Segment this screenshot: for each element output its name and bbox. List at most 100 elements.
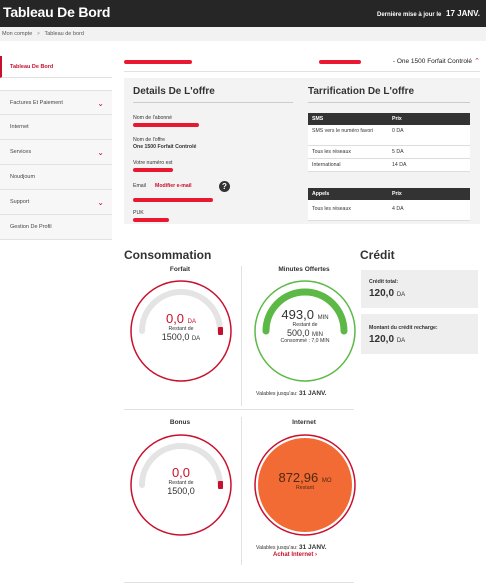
internet-unit: MO bbox=[321, 478, 332, 484]
breadcrumb-dashboard: Tableau de bord bbox=[44, 31, 84, 37]
table-header: SMS Prix bbox=[308, 113, 470, 125]
redacted-puk bbox=[133, 218, 169, 222]
sidebar-item-support[interactable]: Support ⌄ bbox=[0, 190, 112, 215]
forfait-remaining-label: Restant de bbox=[168, 326, 194, 332]
internet-readout: 872,96 MO Restant bbox=[252, 470, 358, 491]
buy-internet-label: Achat Internet bbox=[273, 552, 314, 558]
last-update-label: Dernière mise à jour le bbox=[377, 12, 442, 18]
recharge-credit-unit: DA bbox=[396, 338, 406, 344]
internet-validity: Valables jusqu'au: 31 JANV. bbox=[256, 544, 327, 551]
buy-internet-link[interactable]: Achat Internet › bbox=[273, 552, 317, 558]
minutes-validity: Valables jusqu'au: 31 JANV. bbox=[256, 390, 327, 397]
validity-label: Valables jusqu'au: bbox=[256, 391, 298, 397]
row-price: 0 DA bbox=[392, 128, 404, 134]
forfait-remaining-unit: DA bbox=[191, 336, 201, 342]
bonus-readout: 0,0 Restant de 1500,0 bbox=[128, 465, 234, 496]
minutes-remaining-label: Restant de bbox=[292, 322, 318, 328]
sidebar-item-noudjoum[interactable]: Noudjoum bbox=[0, 165, 112, 190]
sidebar-item-internet[interactable]: Internet bbox=[0, 115, 112, 140]
bonus-remaining-value: 1500,0 bbox=[167, 486, 195, 496]
redacted-account-name bbox=[124, 60, 192, 64]
help-icon[interactable]: ? bbox=[219, 181, 230, 192]
total-credit-unit: DA bbox=[396, 292, 406, 298]
redacted-email bbox=[133, 198, 213, 202]
divider bbox=[241, 266, 242, 406]
chevron-down-icon: ⌄ bbox=[97, 99, 104, 108]
sidebar-item-dashboard[interactable]: Tableau De Bord bbox=[0, 56, 112, 78]
credit-title: Crédit bbox=[360, 248, 395, 262]
breadcrumb-my-account[interactable]: Mon compte bbox=[2, 31, 33, 37]
divider bbox=[133, 102, 293, 103]
chevron-right-icon: › bbox=[315, 552, 318, 558]
internet-title: Internet bbox=[292, 419, 316, 426]
account-plan: - One 1500 Forfait Controlé bbox=[392, 58, 472, 65]
sms-pricing-table: SMS Prix SMS vers le numéro favori 0 DA … bbox=[308, 113, 470, 172]
puk-label: PUK bbox=[133, 210, 144, 216]
row-label: Tous les réseaux bbox=[312, 149, 351, 155]
total-credit-box: Crédit total: 120,0 DA bbox=[361, 270, 478, 308]
edit-email-link[interactable]: Modifier e-mail bbox=[155, 183, 192, 189]
last-update-date: 17 JANV. bbox=[446, 9, 480, 18]
chevron-up-icon[interactable]: ⌃ bbox=[474, 58, 480, 65]
email-label: Email bbox=[133, 183, 146, 189]
top-bar: Tableau De Bord Dernière mise à jour le … bbox=[0, 0, 486, 27]
validity-label: Valables jusqu'au: bbox=[256, 545, 298, 551]
forfait-unit: DA bbox=[187, 319, 197, 325]
redacted-subscriber-name bbox=[133, 123, 199, 127]
calls-pricing-table: Appels Prix Tous les réseaux 4 DA bbox=[308, 188, 470, 221]
offer-details-panel: Details De L'offre Nom de l'abonné Nom d… bbox=[124, 78, 480, 224]
minutes-title: Minutes Offertes bbox=[278, 266, 330, 273]
offer-name-value: One 1500 Forfait Controlé bbox=[133, 144, 197, 150]
internet-value: 872,96 bbox=[278, 470, 319, 485]
offer-name-label: Nom de l'offre bbox=[133, 137, 166, 143]
internet-gauge bbox=[254, 434, 356, 536]
subscriber-name-label: Nom de l'abonné bbox=[133, 115, 173, 121]
bonus-title: Bonus bbox=[169, 419, 191, 426]
table-row: Tous les réseaux 5 DA bbox=[308, 146, 470, 159]
redacted-number bbox=[319, 60, 361, 64]
minutes-unit: MIN bbox=[317, 315, 329, 321]
table-row: Tous les réseaux 4 DA bbox=[308, 200, 470, 221]
column-header-calls: Appels bbox=[312, 191, 330, 197]
validity-date: 31 JANV. bbox=[299, 544, 327, 551]
forfait-gauge bbox=[130, 280, 232, 382]
minutes-remaining-value: 500,0 bbox=[286, 328, 310, 338]
offer-details-title: Details De L'offre bbox=[133, 86, 215, 97]
total-credit-value: 120,0 bbox=[369, 288, 395, 299]
breadcrumb: Mon compte > Tableau de bord bbox=[0, 27, 486, 41]
sidebar-item-services[interactable]: Services ⌄ bbox=[0, 140, 112, 165]
forfait-title: Forfait bbox=[169, 266, 191, 273]
chevron-down-icon: ⌄ bbox=[97, 198, 104, 207]
divider bbox=[124, 582, 354, 583]
internet-remaining-label: Restant bbox=[296, 485, 314, 491]
sidebar-item-profile[interactable]: Gestion De Profil bbox=[0, 215, 112, 240]
row-price: 5 DA bbox=[392, 149, 404, 155]
validity-date: 31 JANV. bbox=[299, 390, 327, 397]
forfait-remaining-value: 1500,0 bbox=[161, 332, 190, 342]
sidebar-item-label: Services bbox=[10, 149, 32, 155]
minutes-consumed: Consommé : 7,0 MIN bbox=[280, 338, 330, 344]
forfait-readout: 0,0 DA Restant de 1500,0 DA bbox=[128, 311, 234, 342]
forfait-value: 0,0 bbox=[165, 311, 185, 326]
redacted-phone-number bbox=[133, 168, 173, 172]
consumption-title: Consommation bbox=[124, 248, 212, 262]
recharge-credit-amount: 120,0 DA bbox=[369, 334, 405, 345]
sidebar-item-billing[interactable]: Factures Et Paiement ⌄ bbox=[0, 90, 112, 115]
page-title: Tableau De Bord bbox=[3, 4, 111, 20]
table-row: SMS vers le numéro favori 0 DA bbox=[308, 125, 470, 146]
bonus-gauge bbox=[130, 434, 232, 536]
row-price: 14 DA bbox=[392, 162, 407, 168]
phone-number-label: Votre numéro est bbox=[133, 160, 173, 166]
recharge-credit-value: 120,0 bbox=[369, 334, 395, 345]
total-credit-amount: 120,0 DA bbox=[369, 288, 405, 299]
divider bbox=[124, 409, 354, 410]
total-credit-label: Crédit total: bbox=[369, 279, 399, 285]
column-header-sms: SMS bbox=[312, 116, 324, 122]
recharge-credit-box: Montant du crédit recharge: 120,0 DA bbox=[361, 314, 478, 354]
sidebar-item-label: Tableau De Bord bbox=[10, 64, 54, 70]
column-header-price: Prix bbox=[392, 191, 402, 197]
sidebar-item-label: Support bbox=[10, 199, 30, 205]
sidebar-item-label: Factures Et Paiement bbox=[10, 100, 63, 106]
table-row: International 14 DA bbox=[308, 159, 470, 172]
sidebar: Tableau De Bord Factures Et Paiement ⌄ I… bbox=[0, 56, 112, 240]
